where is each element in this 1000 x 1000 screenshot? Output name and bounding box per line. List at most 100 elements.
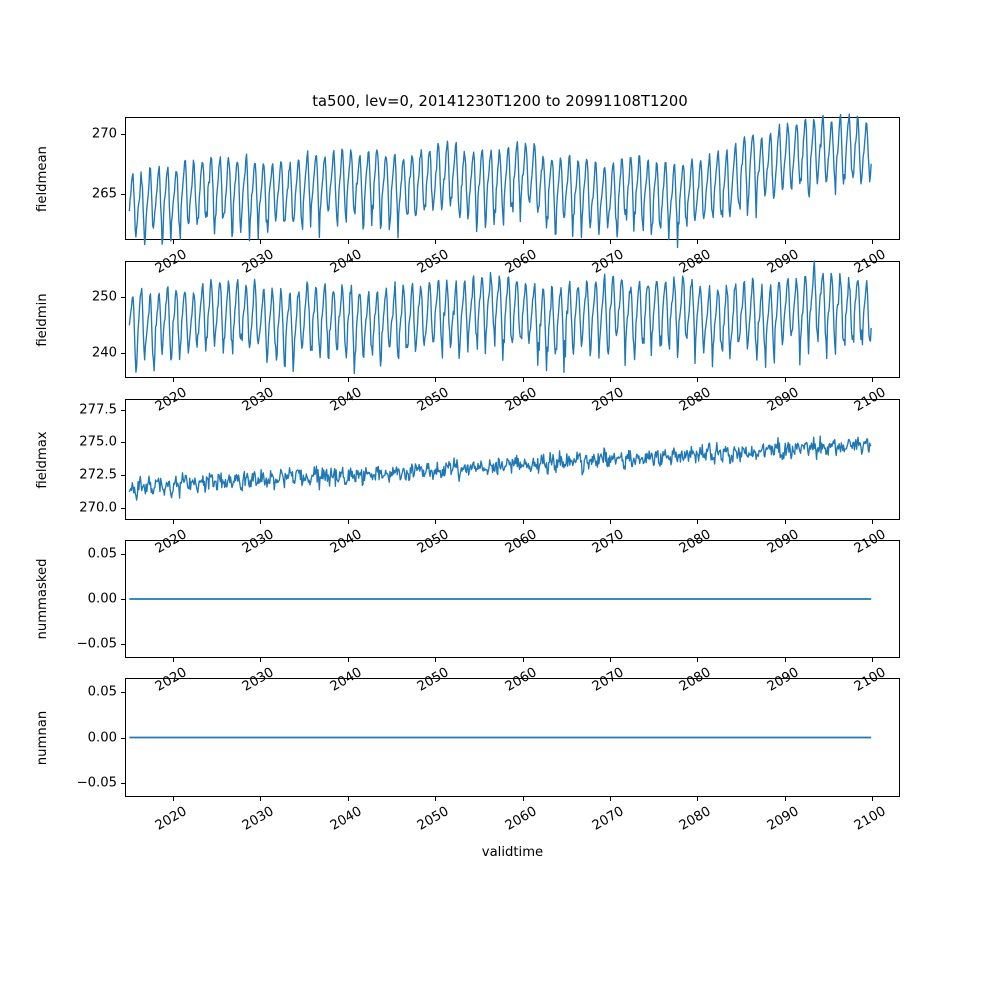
ytick-mark-fieldmax xyxy=(121,508,125,510)
ytick-mark-fieldmean xyxy=(121,133,125,135)
xtick-mark xyxy=(260,658,262,662)
xtick-mark xyxy=(522,240,524,244)
xtick-mark xyxy=(260,378,262,382)
ytick-mark-fieldmin xyxy=(121,352,125,354)
subplot-fieldmax: 270.0 272.5 275.0 277.5 fieldmax xyxy=(35,399,900,524)
subplot-fieldmean: 265 270 fieldmean xyxy=(35,113,900,249)
ytick-label-fieldmin: 250 xyxy=(91,289,117,305)
xtick-label-2080: 2080 xyxy=(677,804,714,834)
ytick-label-fieldmax: 275.0 xyxy=(79,434,117,450)
ytick-label-fieldmean: 270 xyxy=(91,126,117,142)
xtick-mark xyxy=(784,520,786,524)
xtick-mark xyxy=(609,240,611,244)
xtick-label-2060: 2060 xyxy=(502,804,540,834)
ytick-label-numnan: 0.05 xyxy=(87,684,117,700)
xtick-mark xyxy=(347,378,349,382)
figure-title: ta500, lev=0, 20141230T1200 to 20991108T… xyxy=(312,93,688,110)
ytick-label-nummasked: 0.00 xyxy=(87,591,117,607)
ytick-label-fieldmax: 272.5 xyxy=(79,467,117,483)
xtick-mark xyxy=(784,378,786,382)
xtick-mark xyxy=(784,797,786,801)
ytick-mark-numnan xyxy=(121,737,125,739)
xtick-mark xyxy=(872,797,874,801)
xtick-mark xyxy=(435,658,437,662)
xtick-mark xyxy=(872,378,874,382)
ytick-mark-fieldmax xyxy=(121,409,125,411)
ytick-mark-nummasked xyxy=(121,644,125,646)
xlabel: validtime xyxy=(481,845,544,860)
xtick-mark xyxy=(784,658,786,662)
xtick-mark xyxy=(522,658,524,662)
xtick-mark xyxy=(260,520,262,524)
ytick-mark-fieldmin xyxy=(121,297,125,299)
xtick-mark xyxy=(173,240,175,244)
data-line-fieldmax xyxy=(128,435,872,501)
ytick-label-fieldmin: 240 xyxy=(91,345,117,361)
xtick-mark xyxy=(697,378,699,382)
ytick-mark-fieldmean xyxy=(121,194,125,196)
ylabel-fieldmean: fieldmean xyxy=(35,145,50,212)
xtick-mark xyxy=(347,797,349,801)
xtick-mark xyxy=(435,378,437,382)
xtick-mark xyxy=(260,797,262,801)
xtick-mark xyxy=(522,520,524,524)
ytick-label-numnan: −0.05 xyxy=(76,775,117,791)
xtick-label-2020: 2020 xyxy=(152,804,190,834)
xtick-mark xyxy=(347,520,349,524)
xtick-mark xyxy=(173,520,175,524)
ytick-mark-fieldmax xyxy=(121,442,125,444)
ytick-label-nummasked: 0.05 xyxy=(87,546,117,562)
data-line-fieldmin xyxy=(128,260,872,375)
ytick-label-nummasked: −0.05 xyxy=(76,636,117,652)
xtick-mark xyxy=(872,520,874,524)
xtick-mark xyxy=(522,797,524,801)
xtick-mark xyxy=(435,240,437,244)
xtick-label-2030: 2030 xyxy=(240,804,277,834)
xtick-mark xyxy=(609,658,611,662)
subplot-numnan: −0.05 0.00 0.05 numnan xyxy=(35,678,900,801)
xtick-mark xyxy=(872,658,874,662)
xtick-mark xyxy=(784,240,786,244)
xtick-mark xyxy=(347,240,349,244)
ytick-mark-fieldmax xyxy=(121,475,125,477)
xtick-mark xyxy=(260,240,262,244)
xtick-label-2070: 2070 xyxy=(589,804,627,834)
xtick-mark xyxy=(173,658,175,662)
xtick-mark xyxy=(609,378,611,382)
xtick-label-2050: 2050 xyxy=(415,804,452,834)
ylabel-numnan: numnan xyxy=(35,710,50,765)
xtick-mark xyxy=(609,520,611,524)
ylabel-fieldmin: fieldmin xyxy=(35,292,50,347)
data-line-numnan xyxy=(129,736,872,739)
xtick-mark xyxy=(173,797,175,801)
xtick-mark xyxy=(697,520,699,524)
xtick-mark xyxy=(435,520,437,524)
subplot-nummasked: −0.05 0.00 0.05 nummasked xyxy=(35,540,900,662)
xtick-label-2100: 2100 xyxy=(851,804,889,834)
xtick-label-2040: 2040 xyxy=(327,804,365,834)
xtick-mark xyxy=(347,658,349,662)
subplot-fieldmin: 240 250 fieldmin xyxy=(35,260,900,382)
xtick-mark xyxy=(522,378,524,382)
xtick-label-2090: 2090 xyxy=(764,804,802,834)
ytick-mark-numnan xyxy=(121,691,125,693)
ytick-label-fieldmean: 265 xyxy=(91,186,117,202)
data-line-nummasked xyxy=(129,598,872,600)
data-line-fieldmean xyxy=(128,113,872,249)
xtick-mark xyxy=(435,797,437,801)
ytick-mark-numnan xyxy=(121,783,125,785)
ytick-label-fieldmax: 277.5 xyxy=(79,402,117,418)
ytick-mark-nummasked xyxy=(121,553,125,555)
ytick-label-numnan: 0.00 xyxy=(87,730,117,745)
ytick-mark-nummasked xyxy=(121,599,125,600)
ylabel-nummasked: nummasked xyxy=(35,558,50,640)
xtick-mark xyxy=(697,240,699,244)
xtick-mark xyxy=(697,797,699,801)
xtick-mark xyxy=(697,658,699,662)
xtick-mark xyxy=(872,240,874,244)
xtick-mark xyxy=(609,797,611,801)
ylabel-fieldmax: fieldmax xyxy=(35,430,50,489)
xtick-mark xyxy=(173,378,175,382)
ytick-label-fieldmax: 270.0 xyxy=(79,500,117,516)
